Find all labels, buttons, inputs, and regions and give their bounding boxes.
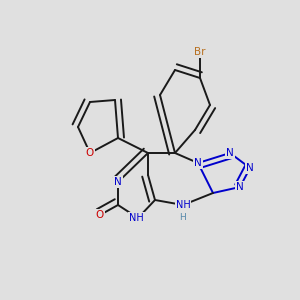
Text: NH: NH	[176, 200, 190, 210]
Text: N: N	[236, 182, 244, 192]
Text: NH: NH	[129, 213, 144, 223]
Text: O: O	[86, 148, 94, 158]
Text: H: H	[180, 213, 186, 222]
Text: N: N	[114, 177, 122, 187]
Text: Br: Br	[194, 47, 206, 57]
Text: N: N	[194, 158, 202, 168]
Text: O: O	[96, 210, 104, 220]
Text: N: N	[246, 163, 254, 173]
Text: N: N	[226, 148, 234, 158]
